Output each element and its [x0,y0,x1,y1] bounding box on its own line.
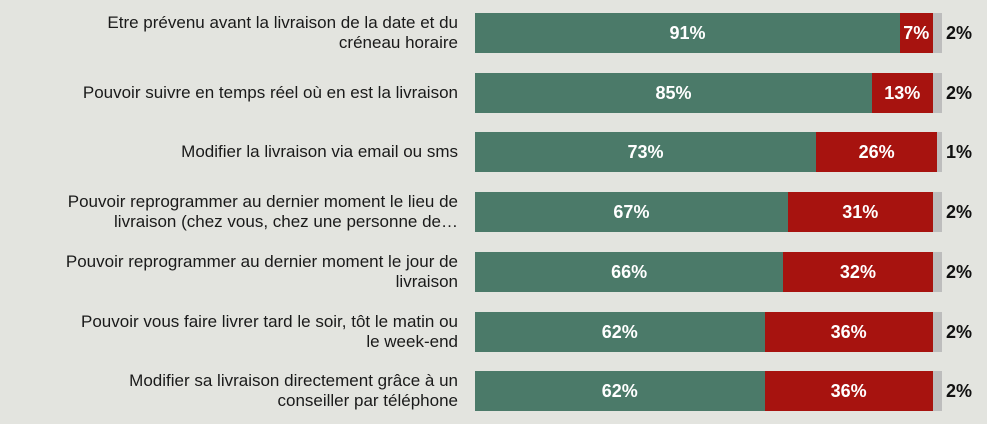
category-label: Pouvoir suivre en temps réel où en est l… [0,73,458,113]
data-label: 36% [830,321,867,342]
bar-segment-secondary: 36% [764,312,933,352]
bar-segment-remainder [932,312,942,352]
category-label: Pouvoir reprogrammer au dernier moment l… [0,192,458,232]
remainder-label: 2% [946,321,973,342]
remainder-label: 1% [946,141,973,162]
category-label-text: Pouvoir vous faire livrer tard le soir, … [81,312,458,351]
bar-segment-secondary: 7% [899,13,933,53]
category-label: Modifier la livraison via email ou sms [0,132,458,172]
category-label-text: Pouvoir suivre en temps réel où en est l… [82,83,458,102]
remainder-label: 2% [946,261,973,282]
data-label: 7% [903,22,930,43]
data-label: 62% [601,321,638,342]
data-label: 91% [669,22,706,43]
category-label-text: Modifier la livraison via email ou sms [181,142,458,161]
bar-segment-secondary: 13% [871,73,933,113]
data-label: 62% [601,380,638,401]
bar-segment-primary: 66% [475,252,784,292]
remainder-label: 2% [946,82,973,103]
data-label: 85% [655,82,692,103]
category-label-text: Modifier sa livraison directement grâce … [129,371,458,410]
bar-segment-primary: 73% [475,132,816,172]
data-label: 67% [613,201,650,222]
data-label: 66% [611,261,648,282]
bar-segment-secondary: 31% [787,192,933,232]
data-label: 13% [884,82,921,103]
bar-segment-remainder [932,192,942,232]
bar-segment-secondary: 26% [815,132,938,172]
bar-segment-remainder [932,13,942,53]
data-label: 31% [842,201,879,222]
remainder-label: 2% [946,201,973,222]
category-label: Modifier sa livraison directement grâce … [0,371,458,411]
category-label: Etre prévenu avant la livraison de la da… [0,13,458,53]
remainder-label: 2% [946,380,973,401]
data-label: 26% [858,141,895,162]
remainder-label: 2% [946,22,973,43]
bar-segment-remainder [937,132,942,172]
bar-segment-remainder [932,73,942,113]
category-label-text: Pouvoir reprogrammer au dernier moment l… [67,192,458,231]
bar-segment-remainder [932,252,942,292]
bar-segment-secondary: 36% [764,371,933,411]
data-label: 36% [830,380,867,401]
data-label: 73% [627,141,664,162]
bar-segment-primary: 91% [475,13,900,53]
bar-segment-primary: 67% [475,192,788,232]
bar-segment-primary: 62% [475,371,765,411]
bar-segment-primary: 62% [475,312,765,352]
data-label: 32% [839,261,876,282]
bar-segment-remainder [932,371,942,411]
category-label: Pouvoir reprogrammer au dernier moment l… [0,252,458,292]
category-label-text: Etre prévenu avant la livraison de la da… [107,13,458,52]
bar-segment-primary: 85% [475,73,872,113]
category-label-text: Pouvoir reprogrammer au dernier moment l… [65,252,458,291]
category-label: Pouvoir vous faire livrer tard le soir, … [0,312,458,352]
bar-segment-secondary: 32% [783,252,933,292]
